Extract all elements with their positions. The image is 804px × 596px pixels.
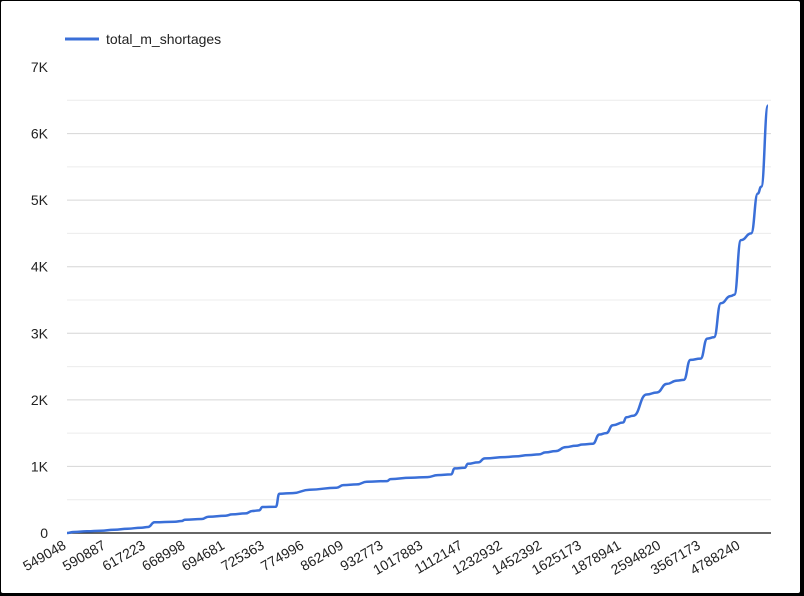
x-tick-label: 549048 [20,537,69,574]
legend-label-total-m-shortages: total_m_shortages [106,31,221,47]
y-axis-tick-labels: 0 1K 2K 3K 4K 5K 6K 7K [31,59,49,541]
x-tick-label: 617223 [99,537,148,574]
x-tick-label: 862409 [298,537,347,574]
legend: total_m_shortages [65,31,221,47]
y-tick-label: 0 [40,525,48,541]
y-tick-label: 4K [31,259,49,275]
x-tick-label: 590887 [60,537,109,574]
x-tick-label: 694681 [179,537,228,574]
y-tick-label: 1K [31,458,49,474]
series-line-total-m-shortages [66,104,770,535]
y-tick-label: 5K [31,192,49,208]
y-tick-label: 2K [31,392,49,408]
y-tick-label: 7K [31,59,49,75]
y-tick-label: 6K [31,126,49,142]
x-axis-tick-labels: 5490485908876172236689986946817253637749… [20,537,743,578]
y-tick-label: 3K [31,325,49,341]
x-tick-label: 725363 [218,537,267,574]
x-tick-label: 774996 [258,537,307,574]
x-tick-label: 668998 [139,537,188,574]
gridlines [67,99,771,534]
